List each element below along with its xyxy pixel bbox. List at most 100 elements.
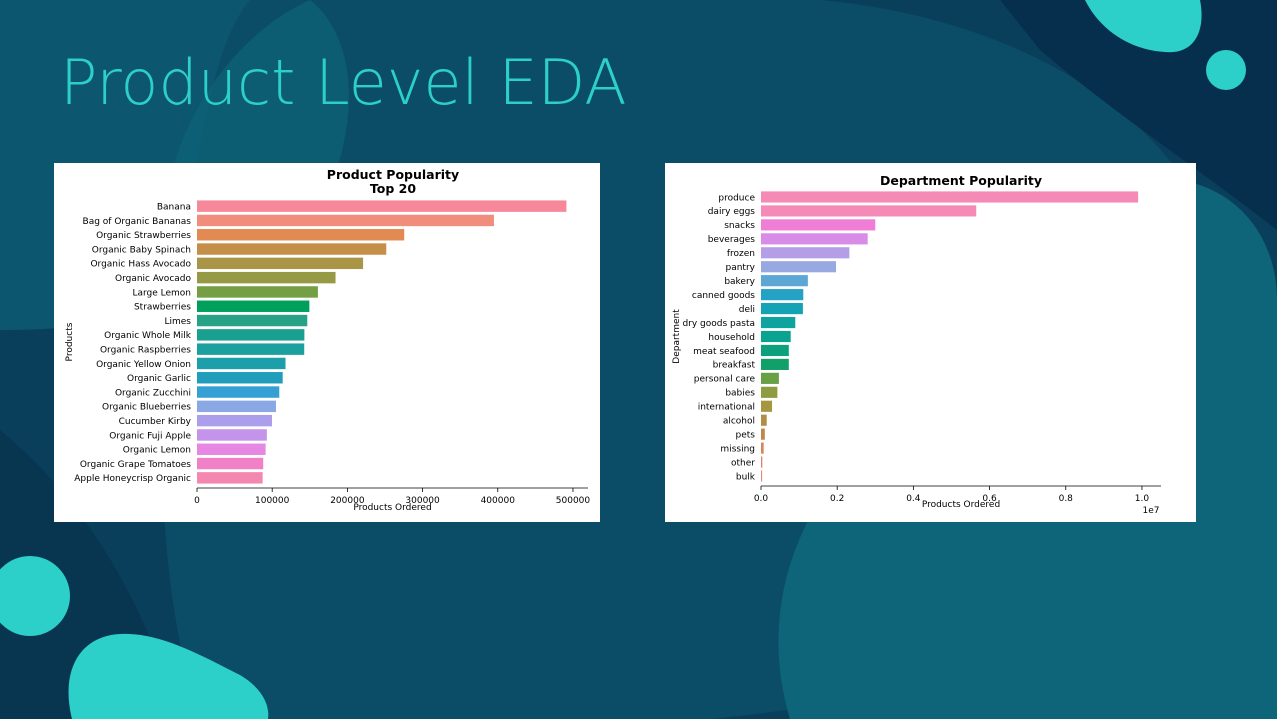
bar-5 [761, 261, 837, 273]
product-popularity-panel: Product Popularity Top 20 Banana Bag of Org… [54, 163, 600, 522]
bar-20 [761, 470, 763, 482]
category-label-6: Large Lemon [132, 288, 191, 298]
x-tick-label-4: 0.8 [1059, 494, 1074, 504]
x-axis-label: Products Ordered [353, 503, 431, 513]
bar-9 [761, 316, 796, 329]
category-label-18: missing [720, 444, 755, 454]
category-label-18: Organic Grape Tomatoes [80, 460, 191, 470]
category-label-17: Organic Lemon [123, 446, 191, 456]
category-label-8: deli [739, 305, 755, 315]
category-label-11: meat seafood [693, 347, 755, 357]
category-label-15: Cucumber Kirby [119, 417, 192, 427]
category-label-19: other [731, 458, 755, 468]
x-tick-label-5: 500000 [556, 496, 591, 506]
category-label-12: Organic Garlic [127, 374, 191, 384]
bar-11 [761, 344, 789, 357]
category-label-8: Limes [164, 317, 191, 327]
category-label-5: Organic Avocado [115, 274, 192, 284]
bar-12 [197, 372, 283, 384]
bar-18 [197, 457, 264, 470]
category-label-13: personal care [694, 375, 756, 385]
category-label-11: Organic Yellow Onion [96, 360, 191, 370]
bar-19 [761, 456, 763, 468]
bar-13 [197, 386, 280, 398]
category-label-15: international [698, 403, 755, 413]
category-label-10: Organic Raspberries [100, 345, 191, 355]
bar-2 [761, 219, 876, 231]
x-tick-label-5: 1.0 [1135, 494, 1150, 504]
category-label-3: Organic Baby Spinach [92, 245, 191, 255]
category-label-0: Banana [157, 202, 191, 212]
chart-subtitle: Top 20 [370, 181, 416, 196]
bar-8 [197, 314, 308, 327]
x-scale-label: 1e7 [1143, 506, 1160, 516]
bar-12 [761, 358, 789, 370]
x-tick-label-0: 0 [194, 496, 200, 506]
category-label-17: pets [736, 430, 756, 440]
bar-4 [761, 247, 850, 259]
category-label-16: alcohol [723, 417, 755, 427]
bar-5 [197, 271, 336, 284]
bar-0 [197, 200, 567, 212]
chart-title: Department Popularity [880, 173, 1042, 188]
bar-3 [197, 243, 387, 255]
category-label-12: breakfast [713, 361, 756, 371]
x-tick-label-3: 300000 [405, 496, 440, 506]
y-axis-label: Department [672, 309, 682, 364]
bar-14 [761, 386, 778, 398]
bar-1 [197, 214, 494, 227]
category-label-4: frozen [727, 249, 755, 259]
x-tick-label-4: 400000 [481, 496, 516, 506]
category-label-10: household [708, 333, 755, 343]
x-tick-label-3: 0.6 [982, 494, 997, 504]
x-tick-label-0: 0.0 [754, 494, 769, 504]
bar-3 [761, 233, 868, 245]
bg-circle-top-right [1206, 50, 1246, 90]
slide-title: Product Level EDA [60, 46, 627, 119]
bar-15 [761, 400, 773, 412]
x-tick-label-1: 0.2 [830, 494, 844, 504]
bar-4 [197, 257, 364, 270]
bar-10 [197, 343, 305, 355]
bar-1 [761, 205, 977, 217]
category-label-14: Organic Blueberries [102, 403, 191, 413]
bar-16 [197, 429, 267, 441]
bar-16 [761, 414, 767, 426]
category-label-16: Organic Fuji Apple [109, 431, 191, 441]
category-label-14: babies [725, 389, 755, 399]
bar-15 [197, 414, 272, 427]
category-label-3: beverages [708, 235, 756, 245]
bar-19 [197, 472, 263, 484]
category-label-1: dairy eggs [708, 207, 756, 217]
category-label-6: bakery [724, 277, 755, 287]
category-label-2: snacks [724, 221, 755, 231]
category-label-19: Apple Honeycrisp Organic [74, 474, 191, 484]
bar-0 [761, 191, 1139, 203]
category-label-9: Organic Whole Milk [104, 331, 192, 341]
bg-blob-bottom-accent [68, 633, 269, 719]
x-axis-label: Products Ordered [922, 500, 1000, 510]
category-label-5: pantry [726, 263, 756, 273]
department-popularity-panel: Department Popularity produce dairy eggs sn… [665, 163, 1196, 522]
bar-2 [197, 229, 405, 241]
category-label-4: Organic Hass Avocado [90, 260, 191, 270]
x-tick-label-2: 0.4 [906, 494, 921, 504]
bar-7 [197, 300, 310, 312]
bar-7 [761, 289, 804, 301]
x-tick-label-1: 100000 [255, 496, 290, 506]
y-axis-label: Products [65, 322, 75, 361]
chart-title: Product Popularity [327, 167, 459, 182]
bar-6 [761, 275, 808, 287]
category-label-7: Strawberries [134, 303, 191, 313]
category-label-2: Organic Strawberries [96, 231, 191, 241]
category-label-13: Organic Zucchini [115, 388, 191, 398]
x-tick-label-2: 200000 [330, 496, 365, 506]
category-label-7: canned goods [692, 291, 755, 301]
category-label-1: Bag of Organic Bananas [83, 217, 192, 227]
bar-13 [761, 372, 779, 384]
bar-17 [197, 443, 266, 455]
bar-10 [761, 330, 791, 343]
bar-17 [761, 428, 765, 440]
bg-blob-right-dark [1000, 0, 1277, 230]
